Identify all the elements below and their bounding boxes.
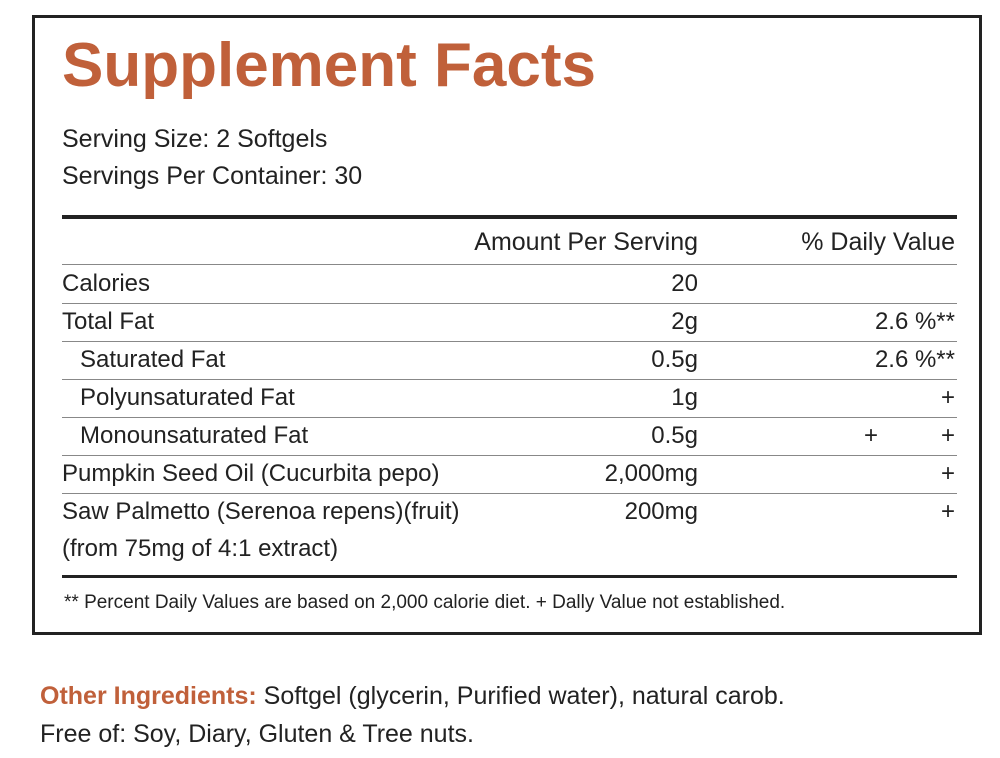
servings-per-container: Servings Per Container: 30 — [62, 162, 363, 190]
row-name: Polyunsaturated Fat — [80, 384, 295, 411]
row-dv: + — [940, 498, 955, 525]
title: Supplement Facts — [62, 31, 596, 100]
facts-panel — [32, 15, 982, 635]
row-amount: 0.5g — [651, 346, 698, 373]
rule — [62, 417, 957, 418]
row-name: Saw Palmetto (Serenoa repens)(fruit) — [62, 498, 460, 525]
row-dv: + — [940, 422, 955, 449]
row-amount: 1g — [671, 384, 698, 411]
row-name: Total Fat — [62, 308, 155, 335]
rule — [62, 264, 957, 265]
rule — [62, 303, 957, 304]
row-amount: 2,000mg — [604, 460, 698, 487]
row-amount: 0.5g — [651, 422, 698, 449]
footnote: ** Percent Daily Values are based on 2,0… — [64, 592, 786, 613]
thick-rule — [62, 215, 957, 219]
row-name: (from 75mg of 4:1 extract) — [62, 535, 339, 562]
row-dv: + — [940, 384, 955, 411]
row-name: Pumpkin Seed Oil (Cucurbita pepo) — [62, 460, 440, 487]
rule — [62, 379, 957, 380]
row-amount: 200mg — [624, 498, 698, 525]
row-dv: 2.6 %** — [874, 346, 955, 373]
row-dv: + — [863, 422, 878, 449]
rule — [62, 455, 957, 456]
rule — [62, 341, 957, 342]
other-label: Other Ingredients: — [40, 682, 257, 710]
row-name: Saturated Fat — [80, 346, 226, 373]
row-dv: 2.6 %** — [874, 308, 955, 335]
other-text: Softgel (glycerin, Purified water), natu… — [263, 682, 785, 710]
other-ingredients: Other Ingredients: Softgel (glycerin, Pu… — [40, 682, 785, 711]
row-amount: 20 — [671, 270, 698, 297]
free-of: Free of: Soy, Diary, Gluten & Tree nuts. — [40, 720, 474, 748]
rule — [62, 493, 957, 494]
row-amount: 2g — [671, 308, 698, 335]
row-name: Monounsaturated Fat — [80, 422, 309, 449]
dv-header: % Daily Value — [801, 228, 955, 256]
amount-header: Amount Per Serving — [474, 228, 698, 256]
serving-size: Serving Size: 2 Softgels — [62, 125, 328, 153]
row-dv: + — [940, 460, 955, 487]
thick-rule — [62, 575, 957, 578]
row-name: Calories — [62, 270, 151, 297]
